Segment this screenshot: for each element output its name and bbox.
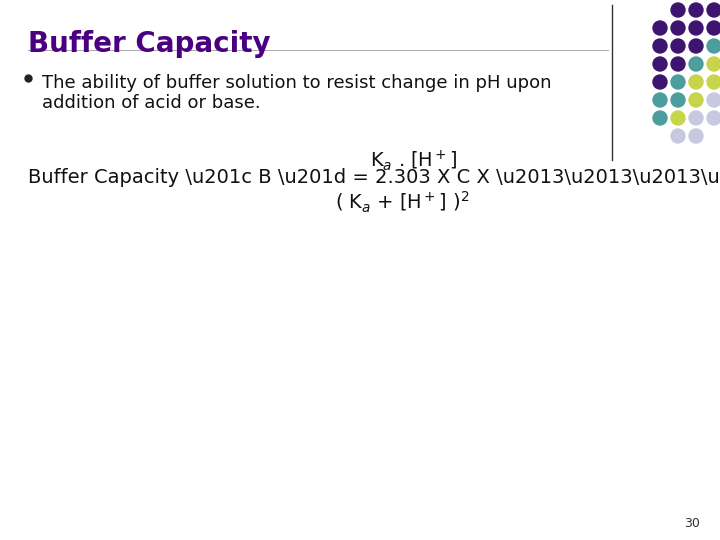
- Circle shape: [671, 3, 685, 17]
- Circle shape: [689, 75, 703, 89]
- Text: addition of acid or base.: addition of acid or base.: [42, 94, 261, 112]
- Circle shape: [653, 21, 667, 35]
- Circle shape: [671, 39, 685, 53]
- Circle shape: [653, 75, 667, 89]
- Circle shape: [653, 111, 667, 125]
- Text: ( K$_a$ + [H$^+$] )$^2$: ( K$_a$ + [H$^+$] )$^2$: [335, 190, 469, 215]
- Circle shape: [707, 3, 720, 17]
- Text: 30: 30: [684, 517, 700, 530]
- Circle shape: [689, 57, 703, 71]
- Circle shape: [689, 111, 703, 125]
- Circle shape: [707, 21, 720, 35]
- Circle shape: [707, 75, 720, 89]
- Circle shape: [689, 3, 703, 17]
- Circle shape: [707, 111, 720, 125]
- Circle shape: [689, 39, 703, 53]
- Circle shape: [671, 111, 685, 125]
- Circle shape: [671, 21, 685, 35]
- Circle shape: [671, 93, 685, 107]
- Circle shape: [653, 57, 667, 71]
- Text: Buffer Capacity: Buffer Capacity: [28, 30, 271, 58]
- Circle shape: [707, 39, 720, 53]
- Circle shape: [653, 39, 667, 53]
- Text: K$_a$ . [H$^+$]: K$_a$ . [H$^+$]: [370, 148, 457, 173]
- Text: Buffer Capacity \u201c B \u201d = 2.303 X C X \u2013\u2013\u2013\u2013\u2013\u20: Buffer Capacity \u201c B \u201d = 2.303 …: [28, 168, 720, 187]
- Circle shape: [671, 75, 685, 89]
- Circle shape: [689, 93, 703, 107]
- Text: The ability of buffer solution to resist change in pH upon: The ability of buffer solution to resist…: [42, 74, 552, 92]
- Circle shape: [689, 21, 703, 35]
- Circle shape: [707, 93, 720, 107]
- Circle shape: [671, 129, 685, 143]
- Circle shape: [707, 57, 720, 71]
- Circle shape: [671, 57, 685, 71]
- Circle shape: [689, 129, 703, 143]
- Circle shape: [653, 93, 667, 107]
